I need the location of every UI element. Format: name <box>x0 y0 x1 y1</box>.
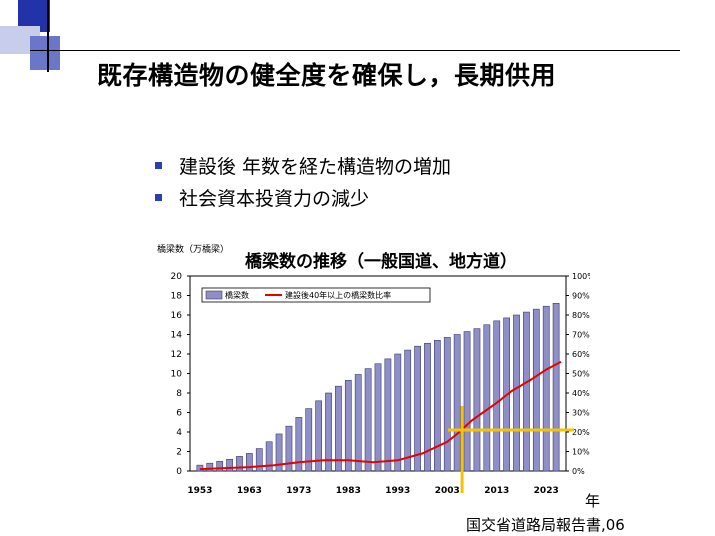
bar <box>473 328 481 472</box>
bar <box>414 345 421 472</box>
bar <box>483 324 491 472</box>
bar <box>443 337 451 472</box>
bar <box>532 308 540 472</box>
title-rule <box>30 50 680 51</box>
ratio-line <box>199 360 562 471</box>
bar <box>246 453 253 472</box>
bullet-marker <box>155 194 162 201</box>
bar <box>325 392 332 472</box>
bar <box>384 358 392 472</box>
bar <box>513 314 520 472</box>
bar <box>364 368 372 472</box>
y-tick-label: 18 <box>171 292 183 302</box>
bullet-text: 社会資本投資力の減少 <box>179 188 370 210</box>
corner-decoration <box>0 0 80 80</box>
bar <box>216 460 224 472</box>
y-axis-label: 橋梁数（万橋梁） <box>157 243 229 255</box>
y2-tick-label: 30% <box>572 409 590 418</box>
bar <box>493 320 501 472</box>
x-tick-label: 1983 <box>336 486 361 496</box>
y-tick-label: 16 <box>171 311 183 321</box>
y2-tick-label: 60% <box>572 350 590 359</box>
bar <box>404 349 412 472</box>
y-tick-label: 20 <box>171 272 183 282</box>
x-tick-label: 2003 <box>435 486 460 496</box>
source-reference: 国交省道路局報告書,06 <box>466 516 625 534</box>
bar <box>226 459 233 472</box>
y2-tick-label: 0% <box>572 467 585 476</box>
y-tick-label: 4 <box>176 428 182 438</box>
x-tick-label: 1963 <box>237 486 262 496</box>
bar <box>265 441 273 472</box>
x-tick-label: 1973 <box>286 486 311 496</box>
y2-tick-label: 90% <box>572 292 590 301</box>
y-tick-label: 2 <box>176 448 182 458</box>
bar <box>335 385 342 472</box>
bar <box>453 334 461 472</box>
y2-tick-label: 100% <box>572 272 590 281</box>
bullet-item: 社会資本投資力の減少 <box>155 184 369 211</box>
bullet-marker <box>155 162 162 169</box>
bar <box>354 374 362 472</box>
x-tick-label: 1953 <box>187 486 212 496</box>
bullet-text: 建設後 年数を経た構造物の増加 <box>179 156 452 178</box>
bar <box>255 448 263 472</box>
slide-title: 既存構造物の健全度を確保し，長期供用 <box>97 61 557 90</box>
source-year-label: 年 <box>585 492 601 510</box>
deco-block-mid <box>30 36 60 70</box>
y2-tick-label: 50% <box>572 370 590 379</box>
bar <box>305 408 313 472</box>
y2-tick-label: 40% <box>572 389 590 398</box>
bar <box>374 363 382 472</box>
bar <box>523 311 530 472</box>
bar <box>275 433 283 472</box>
y2-tick-label: 70% <box>572 331 590 340</box>
y-tick-label: 0 <box>176 467 182 477</box>
bar <box>552 303 560 472</box>
bar <box>542 305 550 472</box>
bar <box>315 400 322 472</box>
chart-title: 橋梁数の推移（一般国道、地方道） <box>245 251 517 272</box>
y-tick-label: 8 <box>176 389 182 399</box>
bar <box>206 462 214 472</box>
x-tick-label: 2013 <box>484 486 509 496</box>
y-tick-label: 10 <box>171 370 183 380</box>
bar <box>394 353 402 472</box>
x-tick-label: 2023 <box>534 486 559 496</box>
bridge-count-chart: 橋梁数の推移（一般国道、地方道） 橋梁数（万橋梁） 0 2 4 6 8 10 12 14 16 1… <box>157 243 590 496</box>
y2-tick-label: 80% <box>572 311 590 320</box>
bullet-item: 建設後 年数を経た構造物の増加 <box>155 152 451 179</box>
bar <box>285 425 293 472</box>
legend-label-line: 建設後40年以上の橋梁数比率 <box>285 290 391 300</box>
legend-bar-swatch <box>205 290 223 300</box>
y2-tick-label: 20% <box>572 428 590 437</box>
bar <box>295 417 303 472</box>
x-tick-label: 1993 <box>385 486 410 496</box>
bar <box>236 456 243 472</box>
bar <box>424 342 431 472</box>
y-tick-label: 12 <box>171 350 182 360</box>
legend-label-bars: 橋梁数 <box>225 290 249 300</box>
legend-box <box>201 287 431 303</box>
bar <box>434 340 441 472</box>
bar <box>463 331 471 472</box>
y2-tick-label: 10% <box>572 448 590 457</box>
y-tick-label: 6 <box>176 409 182 419</box>
bar <box>344 380 352 472</box>
y-tick-label: 14 <box>171 331 183 341</box>
deco-vertical-line <box>47 0 49 72</box>
